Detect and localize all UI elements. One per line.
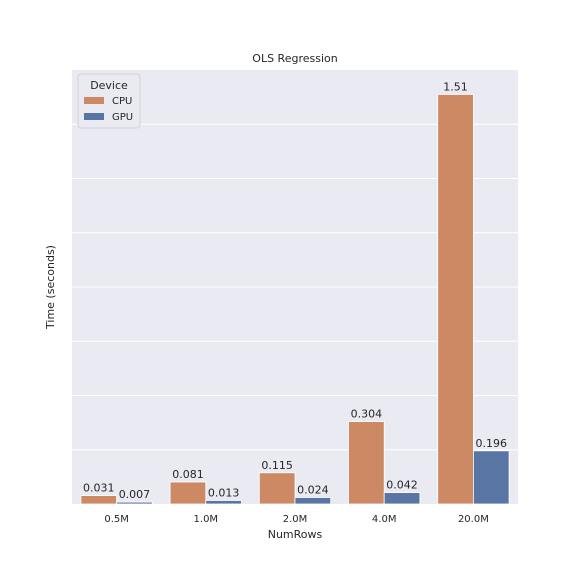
x-tick-label: 1.0M [194, 514, 219, 525]
legend-label-gpu: GPU [112, 112, 133, 123]
data-labels: 0.031 0.007 0.081 0.013 0.115 0.024 0.304 0.042… [83, 80, 507, 501]
bar-cpu-4.0M [348, 421, 385, 505]
x-axis-label: NumRows [268, 528, 323, 541]
chart-title: OLS Regression [252, 52, 337, 65]
legend-items: CPU GPU [84, 96, 133, 123]
data-label-cpu-1.0M: 0.081 [172, 468, 204, 481]
legend-swatch-cpu [84, 97, 104, 104]
bars [80, 94, 510, 505]
bar-cpu-1.0M [169, 481, 207, 505]
data-label-cpu-2.0M: 0.115 [261, 459, 293, 472]
x-tick-label: 0.5M [104, 514, 129, 525]
data-label-gpu-4.0M: 0.042 [386, 479, 418, 492]
y-axis-label: Time (seconds) [44, 245, 57, 330]
legend-label-cpu: CPU [112, 96, 132, 107]
bar-cpu-2.0M [258, 472, 296, 505]
x-tick-label: 4.0M [372, 514, 397, 525]
data-label-cpu-0.5M: 0.031 [83, 482, 115, 495]
x-tick-label: 20.0M [458, 514, 489, 525]
x-tick-labels: 0.5M 1.0M 2.0M 4.0M 20.0M [104, 514, 489, 525]
data-label-gpu-20.0M: 0.196 [475, 437, 507, 450]
data-label-cpu-4.0M: 0.304 [351, 408, 383, 421]
bar-gpu-4.0M [383, 492, 421, 505]
data-label-gpu-0.5M: 0.007 [119, 488, 151, 501]
data-label-gpu-1.0M: 0.013 [208, 486, 240, 499]
bar-gpu-1.0M [205, 500, 242, 505]
bar-cpu-0.5M [80, 495, 117, 505]
bar-gpu-20.0M [472, 450, 510, 505]
x-tick-label: 2.0M [283, 514, 308, 525]
data-label-gpu-2.0M: 0.024 [297, 483, 329, 496]
legend-swatch-gpu [84, 113, 104, 120]
bar-gpu-2.0M [294, 497, 332, 505]
data-label-cpu-20.0M: 1.51 [443, 80, 468, 93]
bar-cpu-20.0M [437, 94, 474, 505]
bar-gpu-0.5M [116, 501, 153, 505]
legend: Device CPU GPU [77, 73, 141, 129]
legend-title: Device [90, 79, 128, 92]
